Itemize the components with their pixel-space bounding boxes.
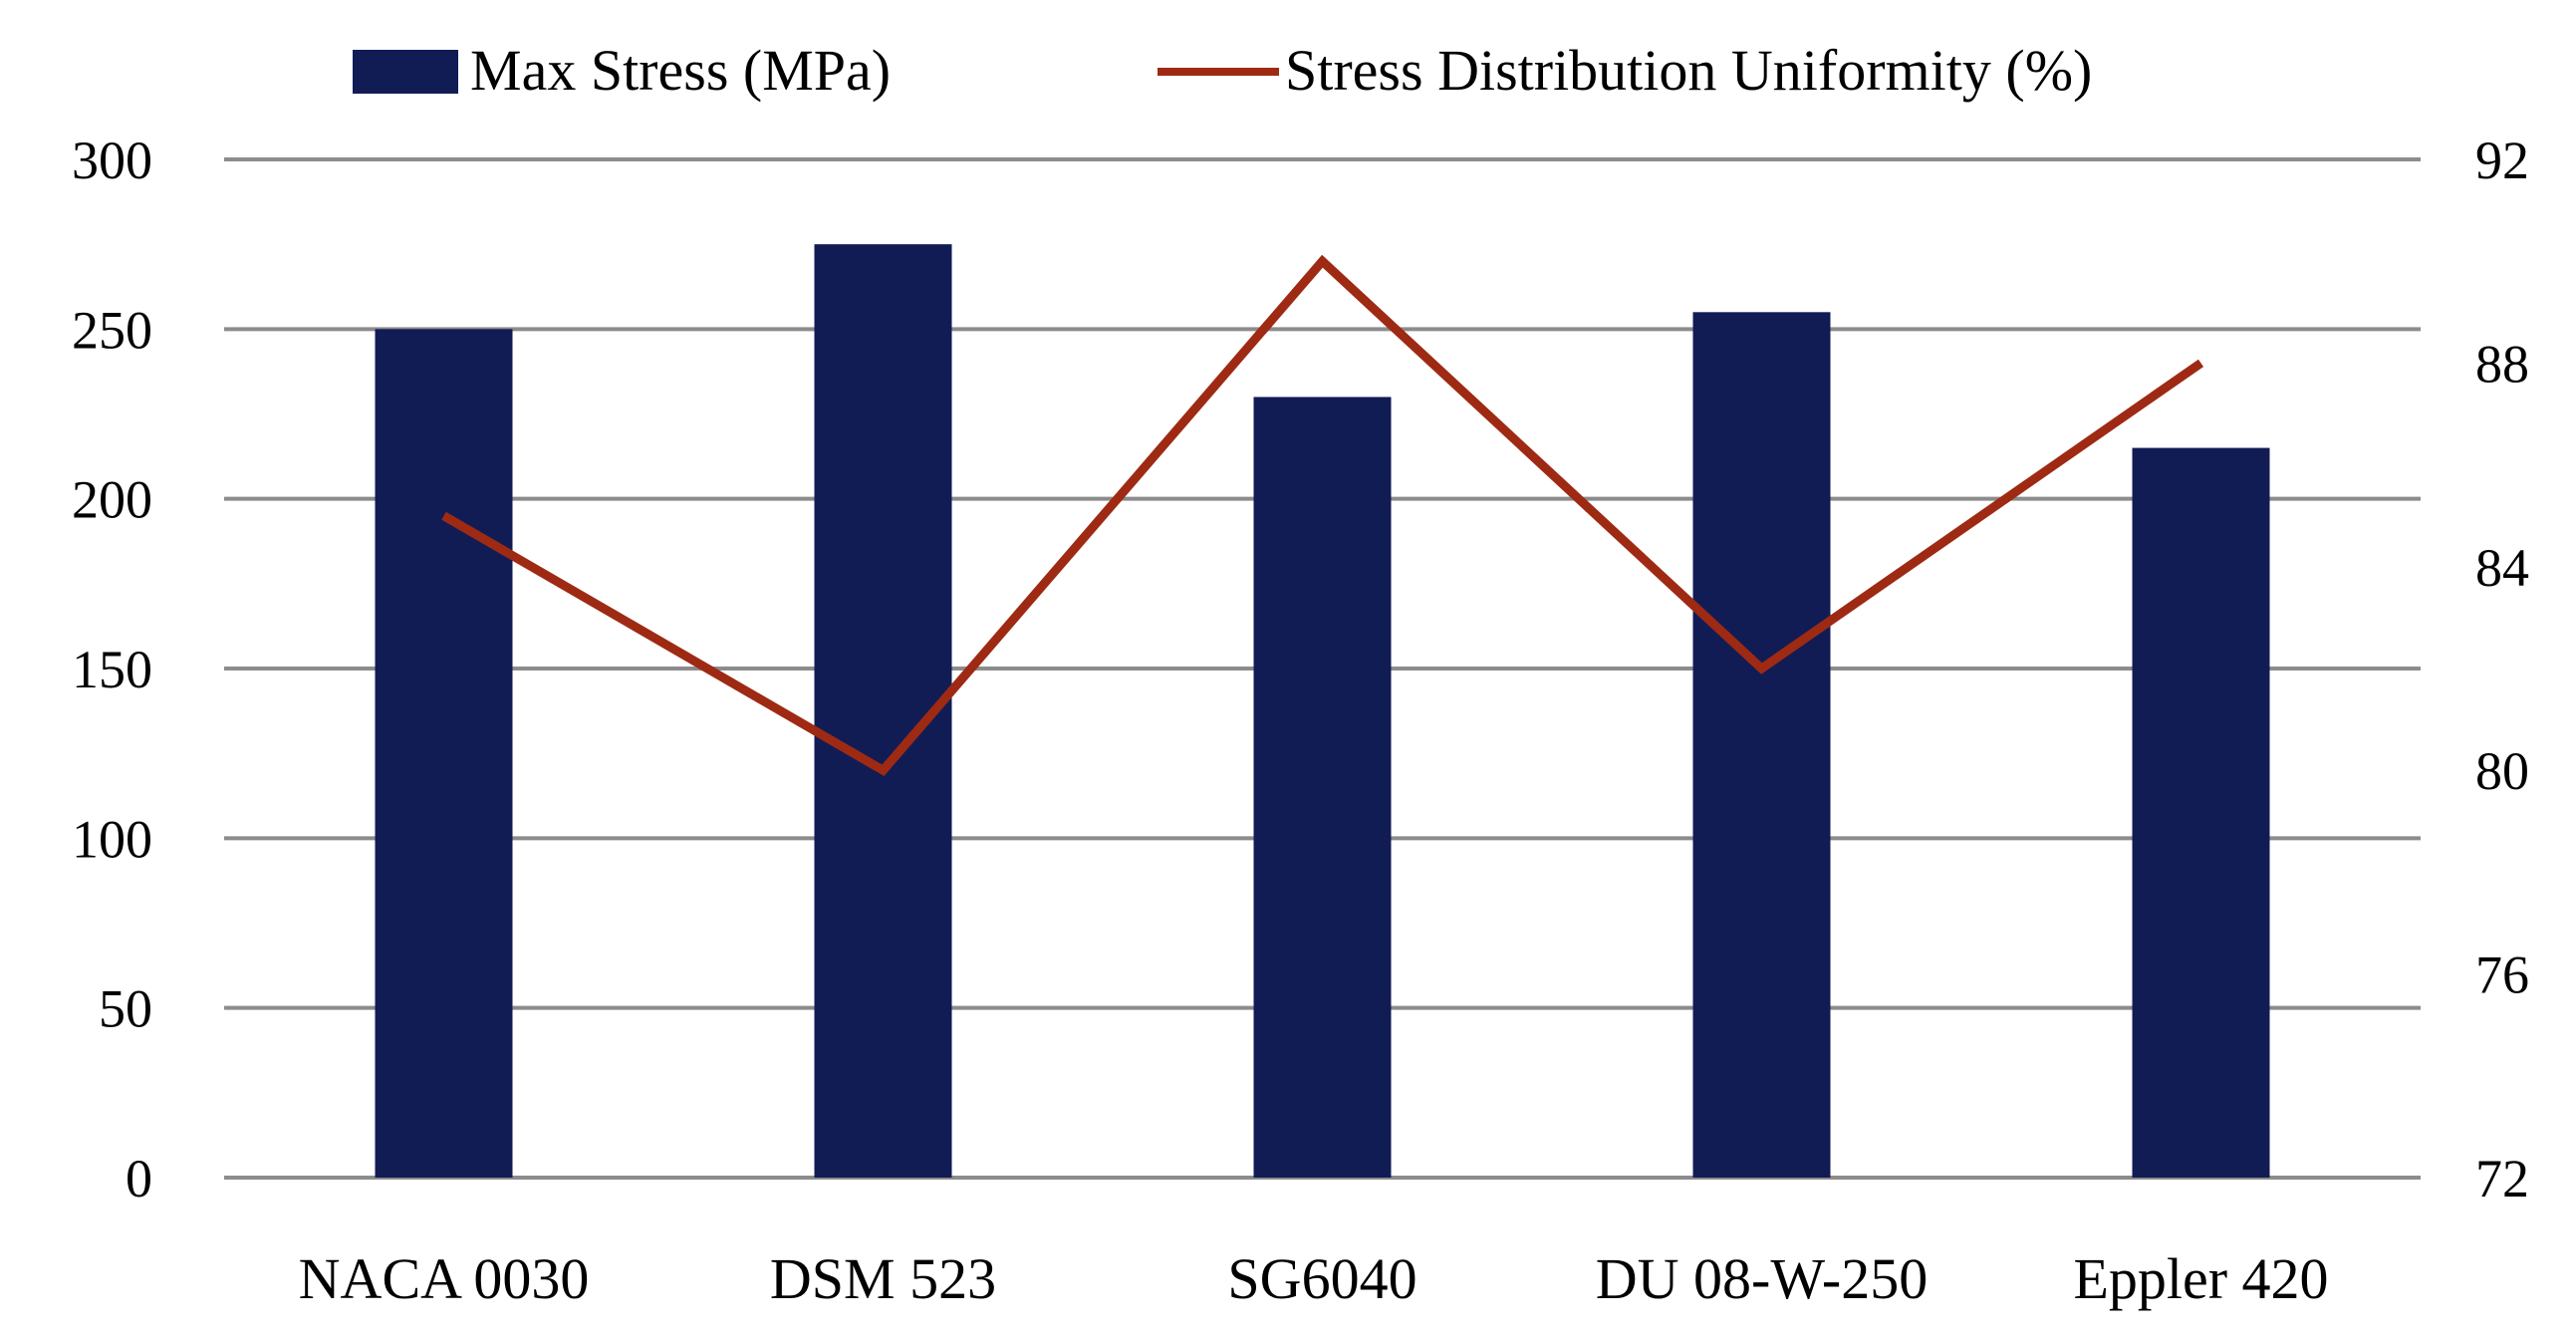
left-tick-label: 150 xyxy=(72,640,152,699)
right-tick-label: 76 xyxy=(2475,945,2529,1005)
category-label: Eppler 420 xyxy=(2073,1246,2328,1311)
category-label: NACA 0030 xyxy=(299,1246,590,1311)
left-tick-label: 200 xyxy=(72,470,152,530)
right-axis-ticks: 72 76 80 84 88 92 xyxy=(2475,131,2529,1208)
left-tick-label: 0 xyxy=(126,1149,152,1208)
bar-sg6040 xyxy=(1253,397,1392,1178)
category-label: DU 08-W-250 xyxy=(1596,1246,1928,1311)
left-tick-label: 50 xyxy=(99,979,152,1039)
bar-eppler-420 xyxy=(2132,447,2270,1179)
bar-naca-0030 xyxy=(375,329,513,1178)
bars xyxy=(375,244,2270,1179)
line-series xyxy=(441,254,2204,776)
left-tick-label: 300 xyxy=(72,131,152,190)
category-labels: NACA 0030 DSM 523 SG6040 DU 08-W-250 Eppler … xyxy=(299,1246,2329,1311)
right-tick-label: 88 xyxy=(2475,334,2529,394)
legend-label-max-stress: Max Stress (MPa) xyxy=(470,38,891,103)
left-tick-label: 100 xyxy=(72,809,152,869)
right-tick-label: 80 xyxy=(2475,741,2529,801)
bar-du-08-w-250 xyxy=(1692,312,1831,1178)
legend-label-uniformity: Stress Distribution Uniformity (%) xyxy=(1285,38,2092,103)
legend: Max Stress (MPa) Stress Distribution Uni… xyxy=(353,38,2092,103)
legend-swatch-max-stress xyxy=(353,50,458,94)
right-tick-label: 92 xyxy=(2475,131,2529,190)
category-label: SG6040 xyxy=(1227,1246,1417,1311)
category-label: DSM 523 xyxy=(770,1246,996,1311)
left-axis-ticks: 0 50 100 150 200 250 300 xyxy=(72,131,152,1208)
right-tick-label: 84 xyxy=(2475,538,2529,598)
left-tick-label: 250 xyxy=(72,300,152,360)
right-tick-label: 72 xyxy=(2475,1149,2529,1208)
